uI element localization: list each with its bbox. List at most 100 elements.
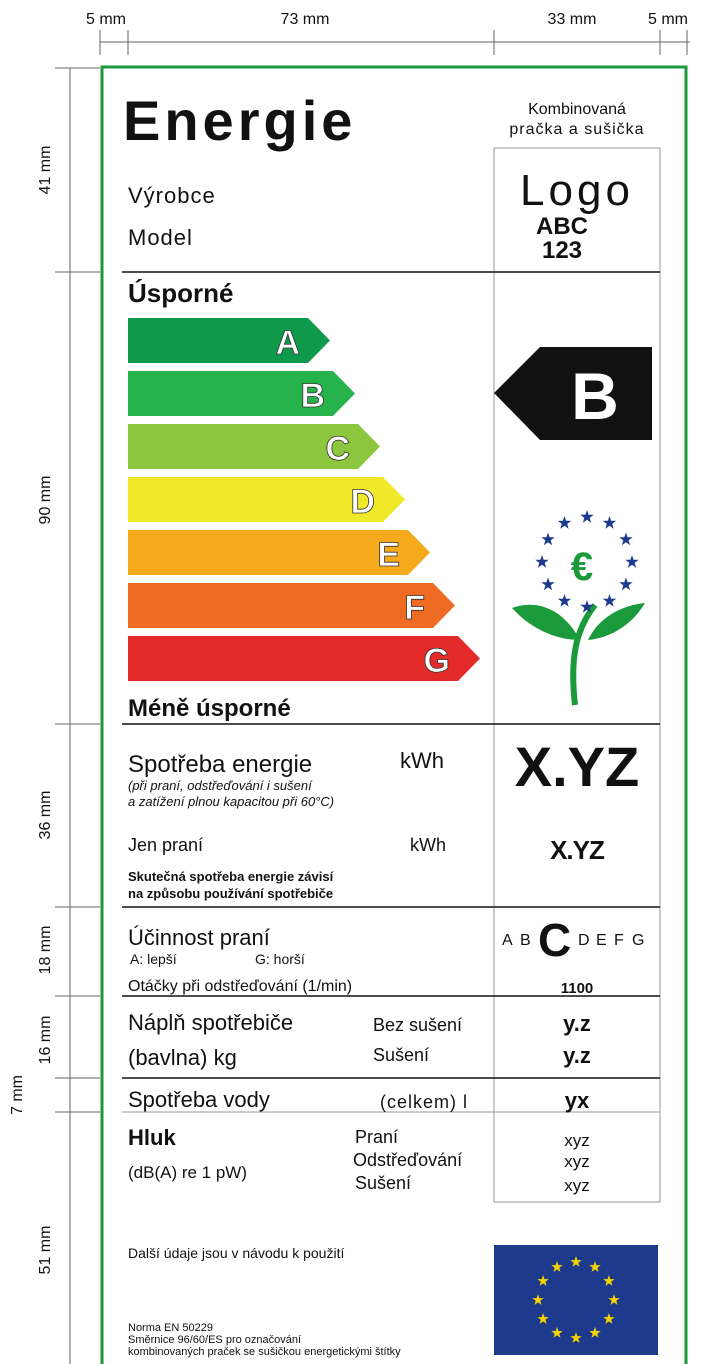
scale-letter: B — [300, 377, 325, 415]
wash-unit: kWh — [410, 835, 446, 855]
scale-letter: G — [424, 642, 450, 680]
water-value: yx — [565, 1088, 590, 1113]
flag-star — [608, 1294, 620, 1305]
manufacturer: Výrobce — [128, 183, 216, 208]
dim-label: 33 mm — [548, 11, 597, 28]
noise-unit: (dB(A) re 1 pW) — [128, 1163, 247, 1182]
eco-flower: € — [512, 510, 645, 706]
rating-letter: B — [571, 359, 619, 433]
flag-star — [551, 1261, 563, 1272]
efficiency-class: D — [578, 932, 590, 949]
dim-label: 73 mm — [281, 11, 330, 28]
spin-value: 1100 — [561, 980, 594, 997]
model: Model — [128, 225, 193, 250]
flag-star — [603, 1275, 615, 1286]
noise-row-label: Praní — [355, 1127, 398, 1147]
footer-info: Další údaje jsou v návodu k použití — [128, 1245, 344, 1261]
flower-star — [557, 594, 572, 607]
flag-star — [570, 1256, 582, 1267]
dim-label: 51 mm — [37, 1226, 54, 1275]
flag-star — [570, 1332, 582, 1343]
wash-value: X.YZ — [550, 835, 605, 865]
rating-shape — [494, 347, 652, 440]
efficiency-class: B — [520, 932, 531, 949]
capacity-row-value: y.z — [563, 1043, 591, 1068]
footer-norm: Norma EN 50229 — [128, 1322, 213, 1334]
appliance: Kombinovaná — [528, 101, 626, 118]
efficiency-worse: G: horší — [255, 951, 305, 967]
scale-bar — [128, 424, 380, 469]
energy-note: a zatížení plnou kapacitou při 60°C) — [128, 794, 334, 809]
energy-label: Spotřeba energie — [128, 751, 312, 778]
capacity-sublabel: (bavlna) kg — [128, 1045, 237, 1070]
disclaimer: na způsobu používání spotřebiče — [128, 886, 333, 901]
flag-star — [551, 1326, 563, 1338]
capacity-label: Náplň spotřebiče — [128, 1010, 293, 1035]
flower-star — [619, 532, 633, 546]
label-border — [100, 65, 688, 1364]
flag-star — [589, 1261, 601, 1272]
noise-row-label: Sušení — [355, 1173, 411, 1193]
efficiency-class: F — [614, 932, 624, 949]
scale-letter: D — [350, 483, 375, 521]
logo: Logo — [520, 166, 634, 215]
logo-text: ABC — [536, 213, 588, 240]
flower-star — [541, 532, 555, 546]
flower-star — [541, 577, 555, 591]
svg-text:€: € — [571, 545, 593, 589]
capacity-row-label: Bez sušení — [373, 1015, 462, 1035]
water-label: Spotřeba vody — [128, 1087, 270, 1112]
capacity-row-value: y.z — [563, 1011, 591, 1036]
flower-star — [580, 510, 594, 523]
flag-star — [532, 1294, 544, 1305]
scale-bar — [128, 477, 405, 522]
flag-star — [589, 1326, 601, 1338]
scale-bar — [128, 318, 330, 363]
efficiency-class: G — [632, 932, 644, 949]
dimension-lines — [55, 30, 690, 1364]
efficiency-rating: C — [538, 914, 571, 966]
eu-flag-stars — [532, 1256, 620, 1343]
rating-arrow: B — [494, 347, 652, 440]
efficiency-label: Účinnost praní — [128, 925, 270, 950]
flag-star — [603, 1313, 615, 1324]
water-qualifier: (celkem) l — [380, 1092, 468, 1112]
scale-bar — [128, 371, 355, 416]
energy-note: (při praní, odstřeďování i sušení — [128, 778, 313, 793]
dim-label: 5 mm — [648, 11, 688, 28]
efficiency-class: E — [596, 932, 607, 949]
footer-norm: kombinovaných praček se sušičkou energet… — [128, 1346, 401, 1358]
scale-bottom: Méně úsporné — [128, 695, 291, 722]
flag-star — [537, 1313, 549, 1324]
flower-star — [580, 600, 594, 613]
scale-top: Úsporné — [128, 278, 233, 308]
flower-star — [535, 555, 549, 568]
flag-star — [537, 1275, 549, 1286]
scale-bar — [128, 636, 480, 681]
title: Energie — [123, 89, 356, 152]
scale-bar — [128, 530, 430, 575]
noise-row-value: xyz — [564, 1131, 590, 1150]
separators — [122, 271, 660, 1079]
flower-star — [557, 516, 572, 529]
noise-label: Hluk — [128, 1125, 176, 1150]
energy-unit: kWh — [400, 748, 444, 773]
flower-star — [625, 555, 639, 568]
energy-value: X.YZ — [515, 735, 639, 798]
scale-bar — [128, 583, 455, 628]
footer-norm: Směrnice 96/60/ES pro označování — [128, 1334, 301, 1346]
wash-label: Jen praní — [128, 835, 203, 855]
scale-letter: A — [275, 324, 300, 362]
scale-letter: C — [325, 430, 350, 468]
logo-text: 123 — [542, 237, 582, 264]
capacity-row-label: Sušení — [373, 1045, 429, 1065]
right-column — [493, 147, 661, 1203]
efficiency-class: A — [502, 932, 513, 949]
dim-label: 90 mm — [37, 476, 54, 525]
dim-label: 7 mm — [9, 1075, 26, 1115]
flower-star — [602, 594, 617, 607]
efficiency-better: A: lepší — [130, 951, 177, 967]
